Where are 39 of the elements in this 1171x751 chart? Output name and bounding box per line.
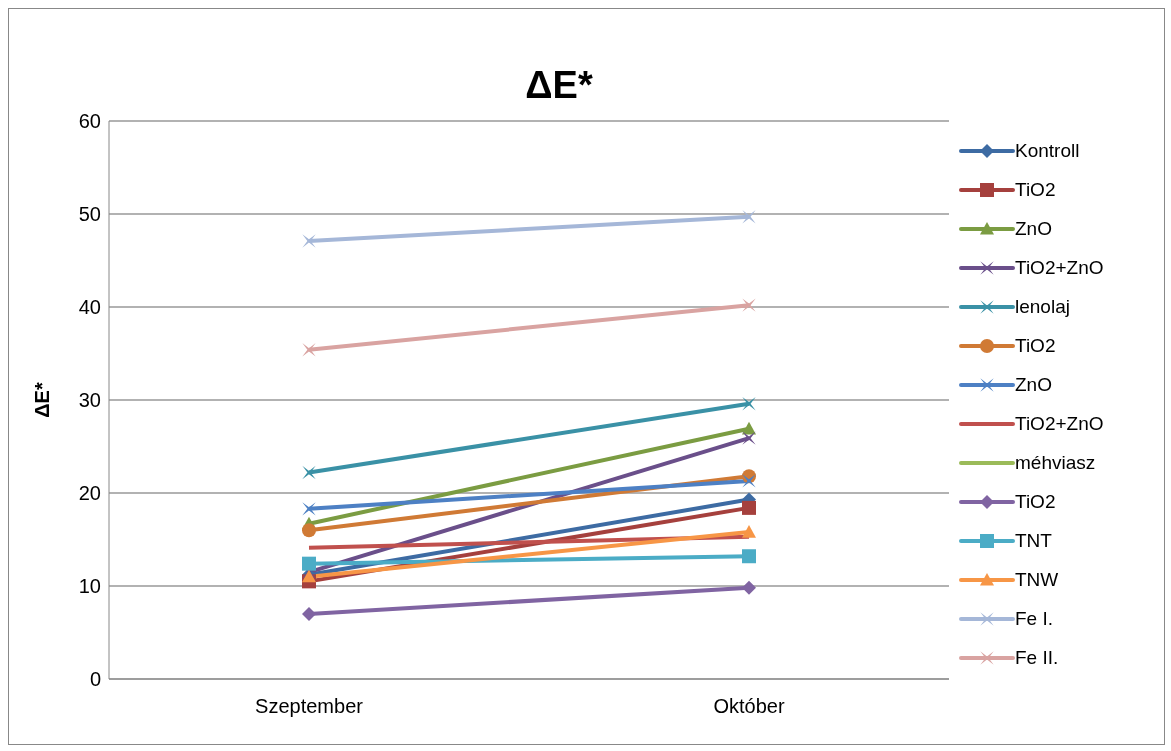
- point: [742, 397, 756, 411]
- y-tick-label: 30: [78, 389, 101, 412]
- point: [302, 556, 316, 571]
- point: [742, 474, 756, 488]
- legend-label: TiO2: [1015, 178, 1056, 201]
- legend-label: TiO2: [1015, 334, 1056, 357]
- legend-label: lenolaj: [1015, 295, 1070, 318]
- y-tick-label: 60: [78, 110, 101, 133]
- point: [302, 234, 316, 248]
- chart-title: ΔE*: [524, 64, 594, 107]
- legend-label: TNT: [1015, 529, 1052, 552]
- point: [742, 210, 756, 224]
- point: [302, 465, 316, 480]
- legend-label: TiO2: [1015, 490, 1056, 513]
- legend-label: Fe I.: [1015, 607, 1054, 630]
- y-tick-label: 0: [89, 668, 101, 691]
- legend-label: Kontroll: [1015, 139, 1080, 162]
- point: [742, 500, 756, 515]
- y-tick-label: 10: [78, 575, 101, 598]
- legend-label: TiO2+ZnO: [1015, 412, 1104, 435]
- point: [302, 606, 316, 621]
- point: [742, 298, 756, 312]
- y-tick-label: 20: [78, 482, 101, 505]
- legend-label: TNW: [1015, 568, 1059, 591]
- point: [742, 549, 756, 564]
- legend-label: méhviasz: [1015, 451, 1096, 474]
- point: [742, 580, 756, 595]
- legend-label: ZnO: [1015, 373, 1052, 396]
- point: [302, 343, 316, 357]
- legend-label: Fe II.: [1015, 646, 1059, 669]
- legend-label: TiO2+ZnO: [1015, 256, 1104, 279]
- y-tick-label: 40: [78, 296, 101, 319]
- point: [302, 502, 316, 516]
- x-tick-label: Október: [713, 695, 785, 718]
- legend-label: ZnO: [1015, 217, 1052, 240]
- point: [742, 431, 756, 445]
- x-tick-label: Szeptember: [255, 695, 364, 718]
- y-tick-label: 50: [78, 203, 101, 226]
- y-axis-title: ΔE*: [31, 382, 54, 418]
